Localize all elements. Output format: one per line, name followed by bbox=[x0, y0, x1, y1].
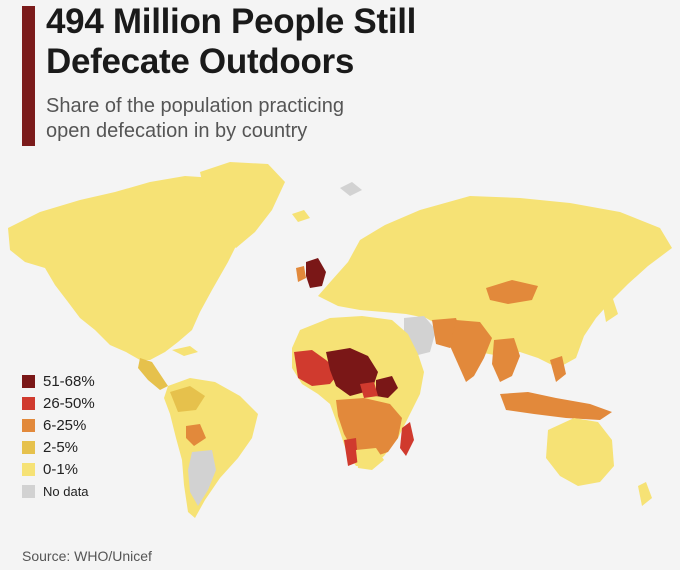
legend-swatch bbox=[22, 462, 35, 476]
region-bolivia bbox=[186, 424, 206, 446]
region-southeast-asia bbox=[492, 338, 520, 382]
legend-label: 6-25% bbox=[43, 416, 87, 434]
region-greenland bbox=[200, 162, 285, 248]
region-namibia bbox=[344, 438, 358, 466]
legend-label: 2-5% bbox=[43, 438, 79, 456]
legend: 51-68% 26-50% 6-25% 2-5% 0-1% No data bbox=[22, 370, 95, 502]
source-note: Source: WHO/Unicef bbox=[22, 548, 152, 564]
legend-swatch bbox=[22, 374, 35, 388]
region-japan bbox=[602, 296, 618, 322]
legend-item-no-data: No data bbox=[22, 480, 95, 502]
legend-item-26-50: 26-50% bbox=[22, 392, 95, 414]
region-southern-africa bbox=[356, 448, 384, 470]
legend-label: 0-1% bbox=[43, 460, 79, 478]
legend-item-6-25: 6-25% bbox=[22, 414, 95, 436]
region-south-america bbox=[164, 378, 258, 518]
region-new-zealand bbox=[638, 482, 652, 506]
region-madagascar bbox=[400, 422, 414, 456]
region-horn-of-africa bbox=[376, 376, 398, 398]
region-india bbox=[450, 320, 492, 382]
page-title: 494 Million People Still Defecate Outdoo… bbox=[46, 2, 416, 82]
region-iceland bbox=[292, 210, 310, 222]
region-indonesia bbox=[500, 392, 612, 420]
legend-label: 26-50% bbox=[43, 394, 95, 412]
legend-label: No data bbox=[43, 483, 89, 499]
region-south-america-north bbox=[170, 386, 205, 412]
legend-swatch bbox=[22, 418, 35, 432]
legend-swatch bbox=[22, 440, 35, 454]
subtitle-line-1: Share of the population practicing bbox=[46, 95, 344, 117]
region-central-america bbox=[138, 358, 168, 390]
legend-item-2-5: 2-5% bbox=[22, 436, 95, 458]
title-line-1: 494 Million People Still bbox=[46, 2, 417, 41]
title-accent-bar bbox=[22, 6, 35, 146]
region-ireland bbox=[296, 266, 306, 282]
subtitle: Share of the population practicing open … bbox=[46, 94, 344, 144]
legend-swatch bbox=[22, 484, 35, 498]
region-mongolia bbox=[486, 280, 538, 304]
region-caribbean bbox=[172, 346, 198, 356]
subtitle-line-2: open defecation in by country bbox=[46, 120, 308, 142]
region-south-sudan bbox=[360, 382, 378, 398]
legend-item-51-68: 51-68% bbox=[22, 370, 95, 392]
region-arctic-islands-nodata bbox=[340, 182, 362, 196]
region-eurasia bbox=[318, 196, 672, 368]
region-great-britain bbox=[306, 258, 326, 288]
region-argentina-nodata bbox=[188, 450, 216, 506]
legend-swatch bbox=[22, 396, 35, 410]
world-map bbox=[8, 162, 672, 518]
region-north-america bbox=[8, 176, 255, 360]
legend-label: 51-68% bbox=[43, 372, 95, 390]
title-line-2: Defecate Outdoors bbox=[46, 42, 355, 81]
region-australia bbox=[546, 418, 614, 486]
legend-item-0-1: 0-1% bbox=[22, 458, 95, 480]
region-philippines bbox=[550, 356, 566, 382]
region-west-africa bbox=[294, 350, 340, 386]
